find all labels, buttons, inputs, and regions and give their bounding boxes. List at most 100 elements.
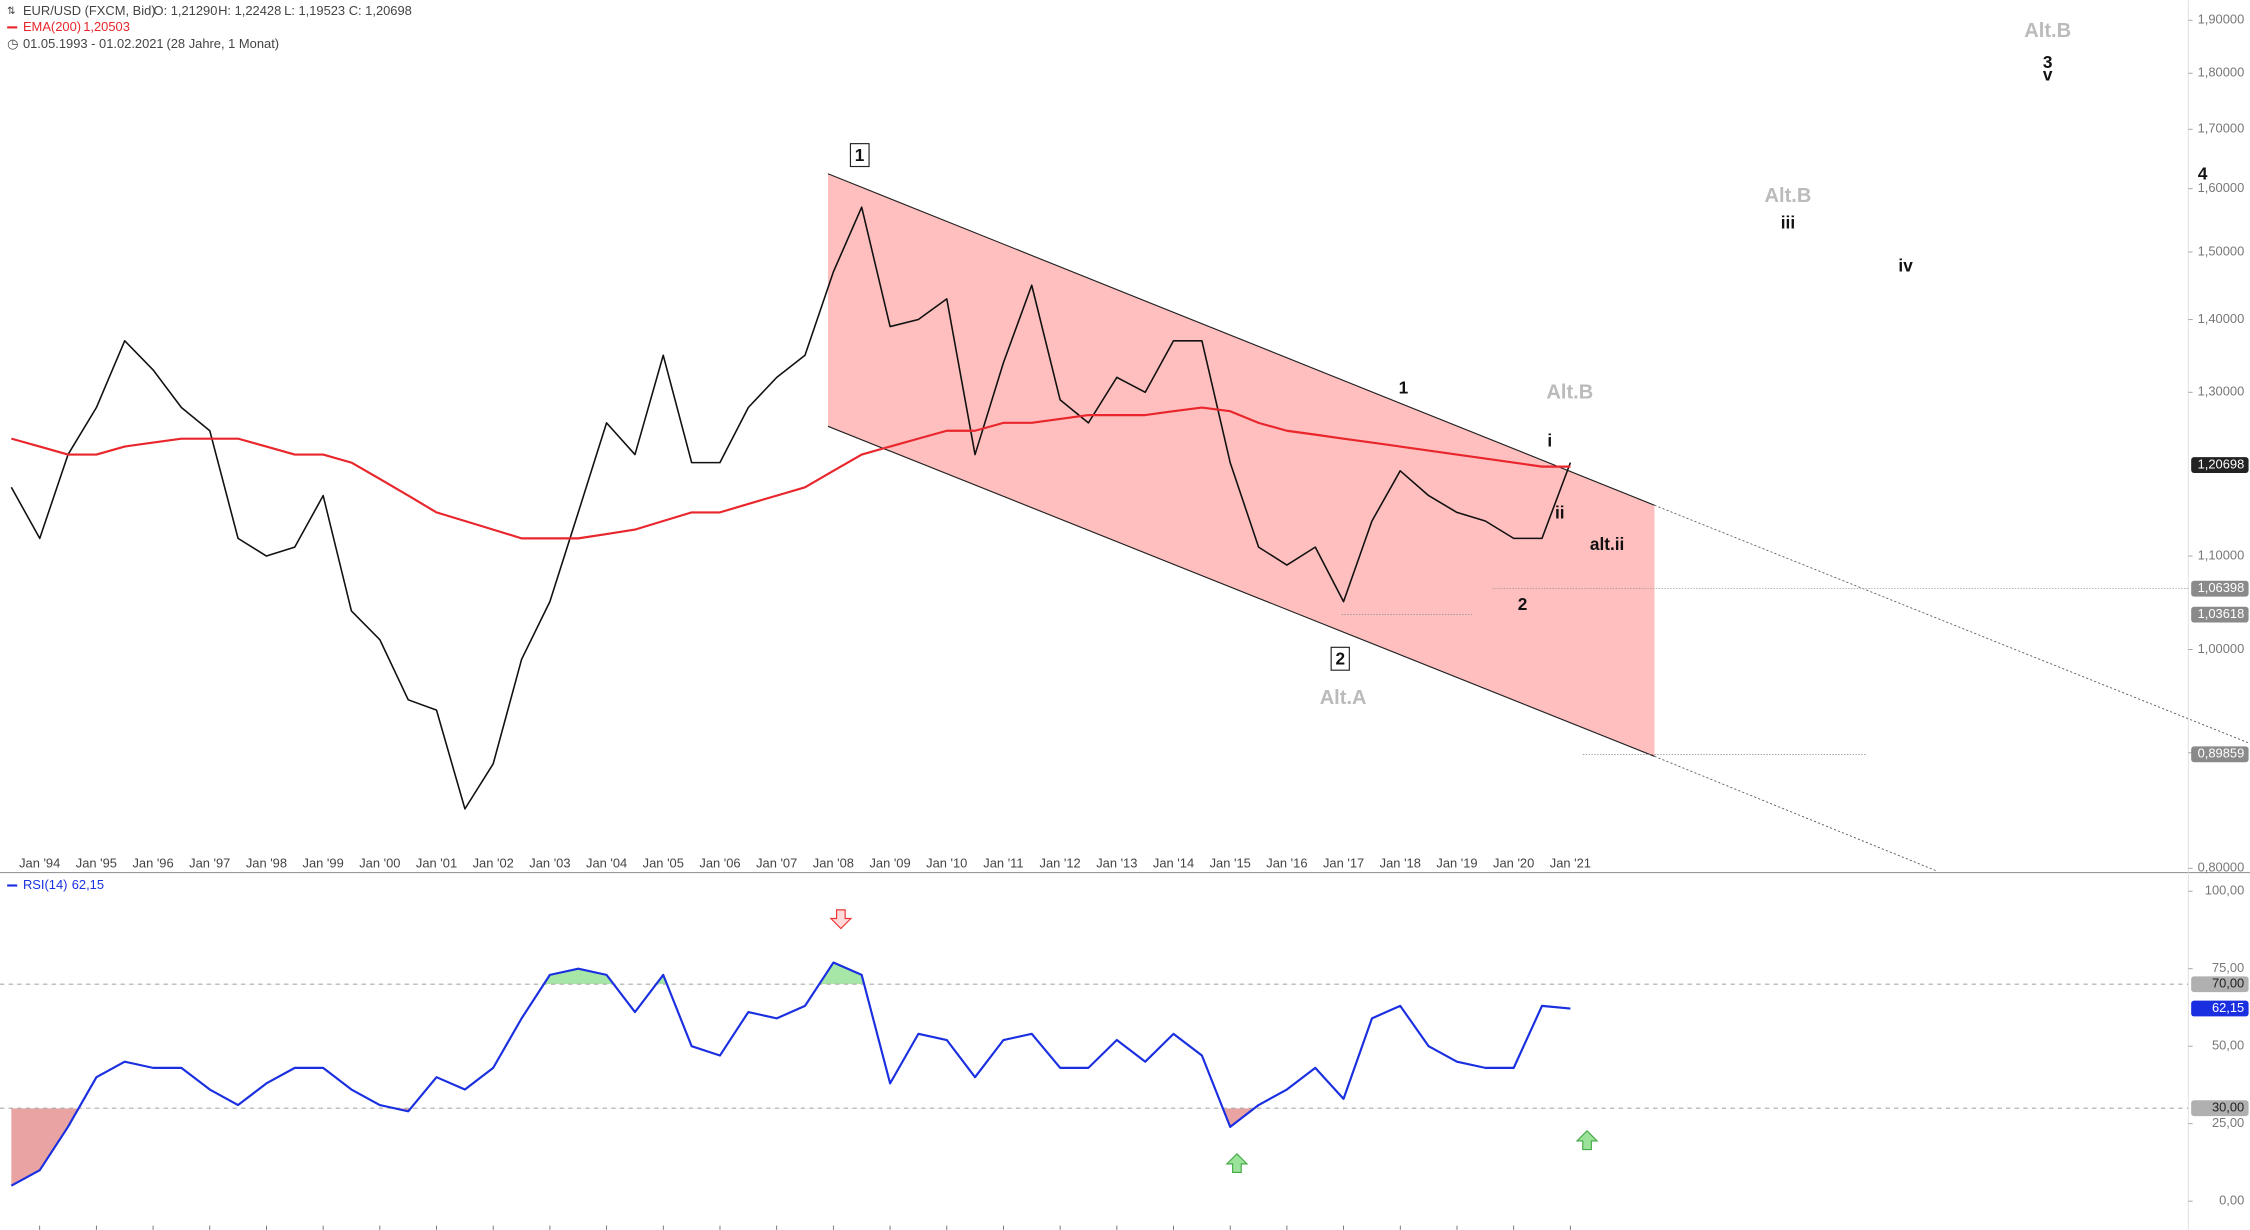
wave-label-box	[1330, 646, 1350, 671]
y-tick-label: 75,00	[2212, 960, 2244, 975]
series-line	[10, 961, 1571, 1187]
wave-label: 2	[1518, 594, 1528, 614]
x-tick-label: Jan '18	[1380, 855, 1421, 870]
x-tick-label: Jan '12	[1040, 855, 1081, 870]
price-label: 62,15	[2191, 1000, 2249, 1017]
y-tick-label: 1,90000	[2198, 12, 2245, 27]
level-zone	[11, 962, 1571, 985]
price-label-box	[2191, 976, 2249, 993]
y-tick-label: 0,80000	[2198, 860, 2245, 875]
y-tick-label: 1,70000	[2198, 121, 2245, 136]
x-tick-label: Jan '99	[303, 855, 344, 870]
series-line	[11, 406, 1571, 540]
x-tick-label: Jan '04	[586, 855, 627, 870]
channel-lower	[827, 425, 1655, 757]
y-tick-label: 100,00	[2205, 883, 2244, 898]
icon: ◷	[7, 36, 18, 51]
wave-label: iv	[1898, 256, 1913, 276]
x-tick-label: Jan '13	[1096, 855, 1137, 870]
y-tick-label: 1,50000	[2198, 243, 2245, 258]
price-label: 70,00	[2191, 976, 2249, 993]
x-tick-label: Jan '19	[1436, 855, 1477, 870]
legend-value: 62,15	[72, 877, 104, 892]
series-line	[10, 206, 1572, 810]
x-tick-label: Jan '07	[756, 855, 797, 870]
legend-value: 1,20503	[83, 19, 130, 34]
y-tick-label: 25,00	[2212, 1115, 2244, 1130]
x-tick-label: Jan '02	[473, 855, 514, 870]
y-tick-label: 1,60000	[2198, 180, 2245, 195]
price-label-box	[2191, 1000, 2249, 1017]
x-tick-label: Jan '95	[76, 855, 117, 870]
price-label: 1,03618	[2191, 606, 2249, 623]
y-tick-label: 0,00	[2219, 1193, 2244, 1208]
period: 01.05.1993 - 01.02.2021	[23, 36, 164, 51]
channel	[827, 173, 1655, 757]
y-tick-label: 1,30000	[2198, 384, 2245, 399]
x-tick-label: Jan '00	[359, 855, 400, 870]
price-label: 30,00	[2191, 1100, 2249, 1117]
x-tick-label: Jan '11	[983, 855, 1023, 870]
x-tick-label: Jan '03	[529, 855, 570, 870]
x-tick-label: Jan '98	[246, 855, 287, 870]
wave-label: alt.ii	[1590, 534, 1624, 554]
sell-arrow	[829, 909, 853, 930]
x-tick-label: Jan '15	[1210, 855, 1251, 870]
wave-label: Alt.A	[1320, 687, 1367, 709]
x-tick-label: Jan '17	[1323, 855, 1364, 870]
price-label-text: 62,15	[2212, 1000, 2244, 1015]
wave-label: v	[2043, 65, 2053, 85]
channel-lower-ext	[1654, 755, 1938, 872]
wave-label-box	[849, 143, 870, 168]
legend-label: RSI(14)	[23, 877, 67, 892]
wave-label: i	[1547, 431, 1552, 451]
price-label-text: 0,89859	[2198, 746, 2245, 761]
y-tick-label: 1,40000	[2198, 311, 2245, 326]
price-label: 1,20698	[2191, 456, 2249, 473]
y-tick-label: 50,00	[2212, 1038, 2244, 1053]
price-label-text: 70,00	[2212, 976, 2244, 991]
x-tick-label: Jan '97	[189, 855, 230, 870]
x-tick-label: Jan '01	[416, 855, 457, 870]
channel-upper	[827, 173, 1655, 506]
channel-upper-ext	[1654, 504, 2250, 744]
price-label-text: 30,00	[2212, 1100, 2244, 1115]
wave-label: 4	[2198, 164, 2208, 184]
price-label: 0,89859	[2191, 746, 2249, 763]
wave-label: ii	[1555, 502, 1565, 522]
wave-label: iii	[1781, 213, 1795, 233]
price-label-text: 1,20698	[2198, 456, 2245, 471]
x-tick-label: Jan '94	[19, 855, 60, 870]
x-tick-label: Jan '96	[132, 855, 173, 870]
price-label: 1,06398	[2191, 580, 2249, 597]
ohlc: L: 1,19523	[284, 3, 345, 18]
price-label-text: 1,03618	[2198, 606, 2245, 621]
buy-arrow	[1575, 1130, 1599, 1151]
buy-arrow	[1225, 1153, 1249, 1174]
level-zone	[11, 1108, 1571, 1186]
x-tick-label: Jan '08	[813, 855, 854, 870]
x-tick-label: Jan '16	[1266, 855, 1307, 870]
x-tick-label: Jan '05	[643, 855, 684, 870]
wave-label: Alt.B	[1546, 382, 1593, 404]
x-tick-label: Jan '09	[869, 855, 910, 870]
wave-label: Alt.B	[1765, 185, 1812, 207]
ohlc: C: 1,20698	[349, 3, 412, 18]
price-label-box	[2191, 1100, 2249, 1117]
ohlc: O: 1,21290	[154, 3, 218, 18]
price-label-box	[2191, 580, 2249, 597]
x-tick-label: Jan '21	[1550, 855, 1591, 870]
x-tick-label: Jan '10	[926, 855, 967, 870]
price-label-text: 1,06398	[2198, 580, 2245, 595]
y-tick-label: 1,80000	[2198, 65, 2245, 80]
x-tick-label: Jan '14	[1153, 855, 1194, 870]
wave-label: Alt.B	[2024, 20, 2071, 42]
wave-label: 1	[1399, 378, 1409, 398]
x-tick-label: Jan '20	[1493, 855, 1534, 870]
price-label-box	[2191, 606, 2249, 623]
x-tick-label: Jan '06	[699, 855, 740, 870]
wave-label: 1	[855, 145, 865, 165]
y-tick-label: 1,00000	[2198, 641, 2245, 656]
price-label-box	[2191, 457, 2249, 473]
